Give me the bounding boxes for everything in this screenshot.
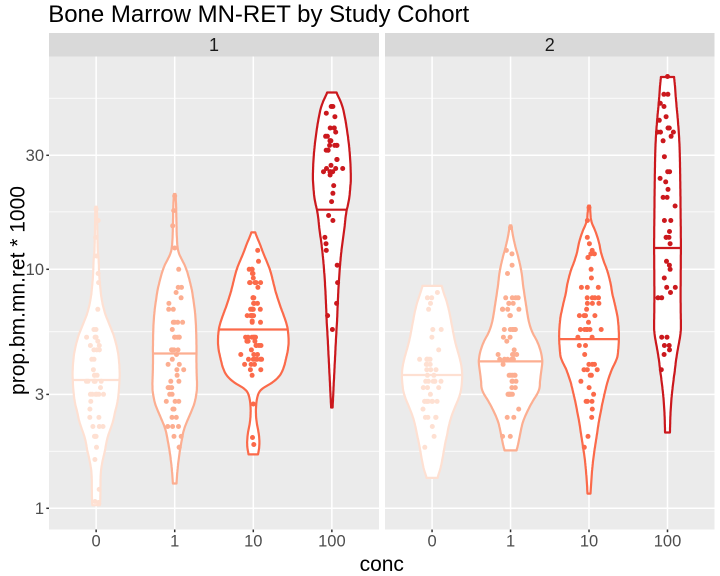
svg-text:1: 1 <box>35 500 44 518</box>
svg-text:100: 100 <box>318 533 346 551</box>
svg-text:3: 3 <box>35 386 44 404</box>
svg-text:0: 0 <box>427 533 436 551</box>
svg-text:30: 30 <box>26 147 44 165</box>
svg-text:1: 1 <box>506 533 515 551</box>
svg-text:2: 2 <box>545 35 555 55</box>
svg-text:prop.bm.mn.ret * 1000: prop.bm.mn.ret * 1000 <box>7 186 30 395</box>
svg-text:1: 1 <box>170 533 179 551</box>
svg-text:0: 0 <box>92 533 101 551</box>
svg-text:Bone Marrow MN-RET by Study Co: Bone Marrow MN-RET by Study Cohort <box>48 1 469 28</box>
svg-text:10: 10 <box>580 533 598 551</box>
svg-text:10: 10 <box>244 533 262 551</box>
svg-text:10: 10 <box>26 261 44 279</box>
svg-text:100: 100 <box>654 533 682 551</box>
svg-text:conc: conc <box>360 553 404 576</box>
svg-text:1: 1 <box>209 35 219 55</box>
